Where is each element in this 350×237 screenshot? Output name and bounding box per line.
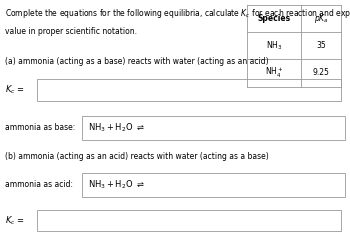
Text: ammonia as base:: ammonia as base: (5, 123, 76, 132)
Text: Complete the equations for the following equilibria, calculate $K_c$ for each re: Complete the equations for the following… (5, 7, 350, 20)
Text: $\mathrm{NH_3}$: $\mathrm{NH_3}$ (266, 39, 282, 52)
Text: $K_c$ =: $K_c$ = (5, 214, 25, 227)
Text: 9.25: 9.25 (313, 68, 330, 77)
Text: ammonia as acid:: ammonia as acid: (5, 180, 73, 189)
Text: $\mathrm{NH_3 + H_2O}$ $\rightleftharpoons$: $\mathrm{NH_3 + H_2O}$ $\rightleftharpoo… (88, 122, 144, 134)
Bar (82, 116, 345, 140)
Bar (37, 79, 341, 101)
Text: Species: Species (257, 14, 290, 23)
Text: $\mathrm{NH_3 + H_2O}$ $\rightleftharpoons$: $\mathrm{NH_3 + H_2O}$ $\rightleftharpoo… (88, 179, 144, 191)
Text: (b) ammonia (acting as an acid) reacts with water (acting as a base): (b) ammonia (acting as an acid) reacts w… (5, 152, 269, 161)
Text: value in proper scientific notation.: value in proper scientific notation. (5, 27, 137, 36)
Text: $pK_a$: $pK_a$ (314, 12, 329, 25)
Bar (82, 173, 345, 197)
Text: (a) ammonia (acting as a base) reacts with water (acting as an acid): (a) ammonia (acting as a base) reacts wi… (5, 57, 269, 66)
Bar (37, 210, 341, 231)
Text: $K_c$ =: $K_c$ = (5, 84, 25, 96)
Text: $\mathrm{NH_4^+}$: $\mathrm{NH_4^+}$ (265, 66, 283, 80)
Text: 35: 35 (316, 41, 326, 50)
